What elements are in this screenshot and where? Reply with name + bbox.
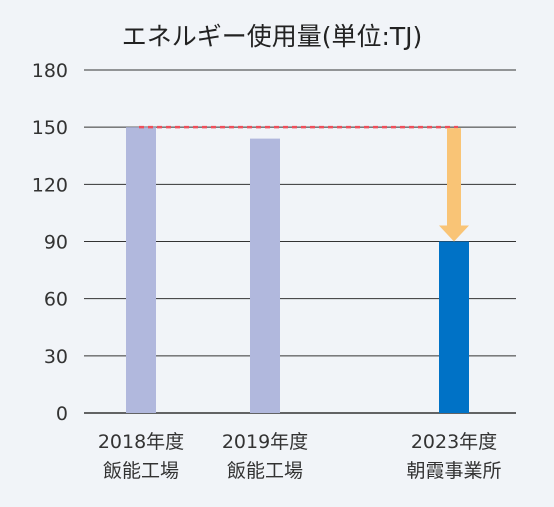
bars [126,127,469,414]
x-category-label: 2018年度 [98,431,184,453]
chart-title: エネルギー使用量(単位:TJ) [122,22,423,51]
axis-labels: 03060901201501802018年度飯能工場2019年度飯能工場2023… [32,60,502,482]
y-tick-label: 180 [32,60,68,82]
bar [250,138,280,413]
y-tick-label: 90 [44,232,68,254]
x-category-label: 2023年度 [411,431,497,453]
annotations [139,125,469,242]
x-category-label: 飯能工場 [227,460,303,482]
x-category-label: 飯能工場 [103,460,179,482]
bar [126,127,156,414]
x-category-label: 朝霞事業所 [406,460,501,482]
y-tick-label: 120 [32,174,68,196]
y-tick-label: 0 [56,403,68,425]
reduction-arrow [439,128,469,242]
x-category-label: 2019年度 [222,431,308,453]
y-tick-label: 60 [44,289,68,311]
y-tick-label: 30 [44,346,68,368]
y-tick-label: 150 [32,117,68,139]
bar [439,241,469,413]
